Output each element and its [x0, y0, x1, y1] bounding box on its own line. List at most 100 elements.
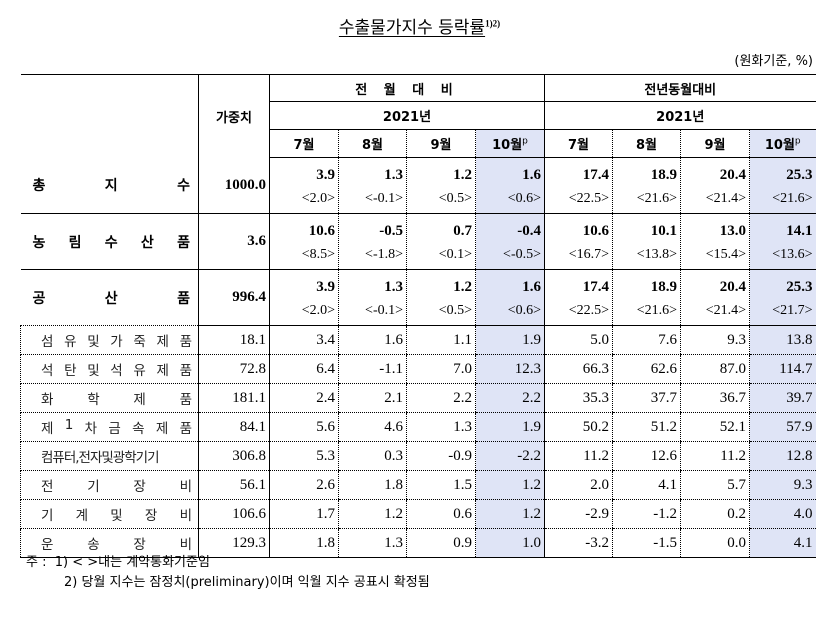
value-cell: 3.9 <2.0>	[269, 157, 339, 214]
value-cell: 0.7 <0.1>	[406, 213, 476, 270]
contract-currency-value: <21.6>	[636, 190, 677, 206]
weight-cell: 18.1	[198, 325, 270, 355]
header-weight: 가중치	[198, 74, 270, 158]
export-price-index-table: 가중치 전 월 대 비 전년동월대비 2021년 2021년 7월 8월 9월 10월…	[20, 74, 816, 558]
value-cell: 9.3	[749, 470, 816, 500]
value-cell: 4.1	[612, 470, 681, 500]
weight-cell: 1000.0	[198, 157, 270, 214]
contract-currency-value: <21.4>	[705, 302, 746, 318]
value-cell: 0.2	[680, 499, 750, 529]
table-row: 전 기 장 비 56.1 2.6 1.8 1.5 1.2 2.0 4.1 5.7 9.3	[20, 470, 816, 500]
value-cell: 57.9	[749, 412, 816, 442]
footnotes: 주 : 1) < >내는 계약통화기준임 2) 당월 지수는 잠정치(preli…	[26, 553, 430, 593]
value-cell: 37.7	[612, 383, 681, 413]
weight-cell: 106.6	[198, 499, 270, 529]
contract-currency-value: <0.5>	[438, 190, 472, 206]
value-cell: 13.8	[749, 325, 816, 355]
value-cell: 1.6 <0.6>	[475, 157, 545, 214]
value-cell: 3.9 <2.0>	[269, 269, 339, 326]
header-yoy: 전년동월대비	[544, 74, 816, 102]
value-cell: 1.2 <0.5>	[406, 269, 476, 326]
value-cell: 0.3	[338, 441, 407, 471]
header-month-yoy-10: 10월p	[749, 129, 816, 158]
value-cell: 1.2	[338, 499, 407, 529]
value-cell: 14.1 <13.6>	[749, 213, 816, 270]
value-cell: 1.3	[406, 412, 476, 442]
value-cell: 114.7	[749, 354, 816, 384]
preliminary-mark: p	[522, 136, 528, 147]
header-year-mom: 2021년	[269, 101, 545, 130]
value-cell: 11.2	[544, 441, 613, 471]
value-cell: -1.5	[612, 528, 681, 558]
value-cell: 2.2	[475, 383, 545, 413]
table-row: 농 림 수 산 품 3.6 10.6 <8.5> -0.5 <-1.8> 0.7 <0.1> -0.4 <…	[20, 213, 816, 270]
value-cell: 1.3 <-0.1>	[338, 269, 407, 326]
value-cell: 10.6 <16.7>	[544, 213, 613, 270]
contract-currency-value: <13.8>	[636, 246, 677, 262]
value-cell: -3.2	[544, 528, 613, 558]
value-cell: 1.5	[406, 470, 476, 500]
header-month-mom-7: 7월	[269, 129, 339, 158]
value-cell: 1.3	[338, 528, 407, 558]
value-cell: 51.2	[612, 412, 681, 442]
contract-currency-value: <21.4>	[705, 190, 746, 206]
value-cell: 25.3 <21.6>	[749, 157, 816, 214]
table-row: 섬 유 및 가 죽 제 품 18.1 3.4 1.6 1.1 1.9 5.0 7.6 9.3 13.8	[20, 325, 816, 355]
contract-currency-value: <0.1>	[438, 246, 472, 262]
weight-cell: 84.1	[198, 412, 270, 442]
value-cell: 52.1	[680, 412, 750, 442]
value-cell: -2.9	[544, 499, 613, 529]
value-cell: 11.2	[680, 441, 750, 471]
value-cell: 20.4 <21.4>	[680, 269, 750, 326]
value-cell: 1.2 <0.5>	[406, 157, 476, 214]
value-cell: 1.2	[475, 470, 545, 500]
value-cell: 17.4 <22.5>	[544, 157, 613, 214]
weight-cell: 996.4	[198, 269, 270, 326]
contract-currency-value: <8.5>	[301, 246, 335, 262]
value-cell: 87.0	[680, 354, 750, 384]
value-cell: 10.6 <8.5>	[269, 213, 339, 270]
title-text: 수출물가지수 등락률	[338, 18, 486, 38]
contract-currency-value: <13.6>	[772, 246, 813, 262]
row-label: 컴퓨터,전자및광학기기	[20, 441, 199, 471]
table-row: 공 산 품 996.4 3.9 <2.0> 1.3 <-0.1> 1.2 <0.5> 1.6 <0.6…	[21, 269, 816, 326]
weight-cell: 129.3	[198, 528, 270, 558]
value-cell: 2.1	[338, 383, 407, 413]
contract-currency-value: <22.5>	[568, 190, 609, 206]
header-month-yoy-8: 8월	[612, 129, 681, 158]
value-cell: 17.4 <22.5>	[544, 269, 613, 326]
header-month-mom-8: 8월	[338, 129, 407, 158]
value-cell: 50.2	[544, 412, 613, 442]
contract-currency-value: <21.6>	[772, 190, 813, 206]
value-cell: 25.3 <21.7>	[749, 269, 816, 326]
value-cell: 0.6	[406, 499, 476, 529]
contract-currency-value: <0.6>	[507, 302, 541, 318]
value-cell: 5.3	[269, 441, 339, 471]
contract-currency-value: <-0.5>	[503, 246, 541, 262]
title-footnote-ref: 1)2)	[485, 18, 501, 29]
value-cell: 66.3	[544, 354, 613, 384]
value-cell: 62.6	[612, 354, 681, 384]
value-cell: 1.2	[475, 499, 545, 529]
weight-cell: 181.1	[198, 383, 270, 413]
header-blank	[20, 74, 199, 158]
contract-currency-value: <22.5>	[568, 302, 609, 318]
footnote-1: 주 : 1) < >내는 계약통화기준임	[26, 555, 210, 570]
footnote-2: 2) 당월 지수는 잠정치(preliminary)이며 익월 지수 공표시 확…	[64, 575, 430, 590]
value-cell: 2.6	[269, 470, 339, 500]
header-month-mom-9: 9월	[406, 129, 476, 158]
header-month-mom-10: 10월p	[475, 129, 545, 158]
value-cell: 18.9 <21.6>	[612, 269, 681, 326]
value-cell: -2.2	[475, 441, 545, 471]
value-cell: 4.6	[338, 412, 407, 442]
value-cell: -0.9	[406, 441, 476, 471]
value-cell: 5.7	[680, 470, 750, 500]
weight-cell: 306.8	[198, 441, 270, 471]
value-cell: 7.0	[406, 354, 476, 384]
